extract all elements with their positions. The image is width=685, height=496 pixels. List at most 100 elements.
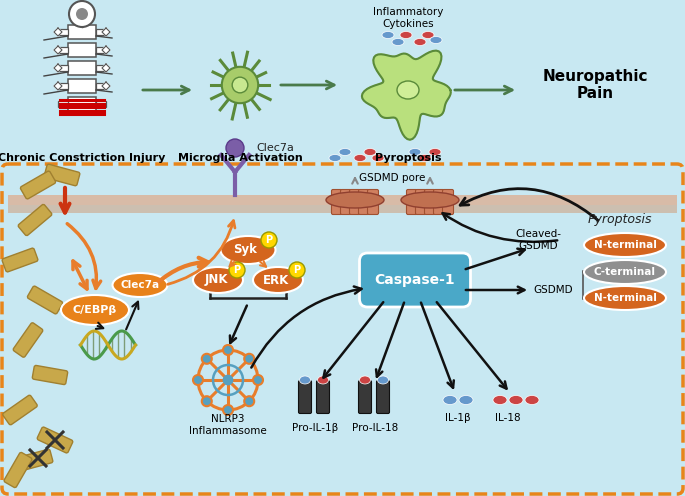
Bar bbox=[58, 65, 68, 71]
Bar bbox=[68, 97, 96, 111]
Circle shape bbox=[202, 396, 212, 406]
Ellipse shape bbox=[422, 32, 434, 39]
Ellipse shape bbox=[429, 148, 441, 156]
FancyBboxPatch shape bbox=[332, 189, 342, 214]
Bar bbox=[68, 61, 96, 75]
Text: Clec7a: Clec7a bbox=[121, 280, 160, 290]
Text: GSDMD pore: GSDMD pore bbox=[359, 173, 425, 183]
FancyBboxPatch shape bbox=[416, 189, 427, 214]
Text: N-terminal: N-terminal bbox=[594, 240, 656, 250]
Bar bbox=[96, 83, 106, 89]
FancyBboxPatch shape bbox=[377, 380, 390, 414]
Bar bbox=[58, 29, 68, 35]
FancyBboxPatch shape bbox=[13, 323, 42, 357]
Bar bbox=[58, 47, 68, 53]
Ellipse shape bbox=[409, 148, 421, 156]
Bar bbox=[96, 47, 106, 53]
Ellipse shape bbox=[400, 32, 412, 39]
Bar bbox=[68, 43, 96, 57]
Circle shape bbox=[193, 375, 203, 385]
Text: NLRP3
Inflammasome: NLRP3 Inflammasome bbox=[189, 414, 267, 436]
Ellipse shape bbox=[584, 233, 666, 257]
Text: IL-18: IL-18 bbox=[495, 413, 521, 423]
FancyBboxPatch shape bbox=[360, 253, 471, 307]
Text: JNK: JNK bbox=[204, 273, 227, 287]
FancyBboxPatch shape bbox=[316, 380, 329, 414]
Polygon shape bbox=[102, 46, 110, 54]
FancyBboxPatch shape bbox=[406, 189, 417, 214]
Circle shape bbox=[69, 1, 95, 27]
Text: P: P bbox=[265, 235, 273, 245]
Ellipse shape bbox=[261, 232, 277, 248]
FancyBboxPatch shape bbox=[2, 248, 38, 272]
FancyBboxPatch shape bbox=[425, 189, 436, 214]
Ellipse shape bbox=[289, 262, 305, 278]
FancyBboxPatch shape bbox=[358, 189, 369, 214]
FancyBboxPatch shape bbox=[27, 286, 62, 314]
Text: ERK: ERK bbox=[263, 273, 289, 287]
FancyBboxPatch shape bbox=[367, 189, 379, 214]
Ellipse shape bbox=[401, 192, 459, 208]
Text: P: P bbox=[293, 265, 301, 275]
Ellipse shape bbox=[372, 154, 384, 162]
FancyBboxPatch shape bbox=[349, 189, 360, 214]
Ellipse shape bbox=[354, 154, 366, 162]
Ellipse shape bbox=[459, 395, 473, 405]
Circle shape bbox=[253, 375, 263, 385]
Polygon shape bbox=[102, 82, 110, 90]
Text: Chronic Constriction Injury: Chronic Constriction Injury bbox=[0, 153, 166, 163]
Ellipse shape bbox=[397, 81, 419, 99]
Text: Neuropathic
Pain: Neuropathic Pain bbox=[543, 69, 648, 101]
Ellipse shape bbox=[584, 260, 666, 284]
Circle shape bbox=[223, 374, 234, 385]
Ellipse shape bbox=[377, 376, 388, 384]
Polygon shape bbox=[54, 28, 62, 36]
Ellipse shape bbox=[525, 395, 539, 405]
FancyBboxPatch shape bbox=[358, 380, 371, 414]
Circle shape bbox=[232, 77, 248, 93]
Ellipse shape bbox=[584, 286, 666, 310]
Text: Pyroptosis: Pyroptosis bbox=[375, 153, 441, 163]
Bar bbox=[68, 25, 96, 39]
Text: P: P bbox=[234, 265, 240, 275]
FancyBboxPatch shape bbox=[4, 452, 32, 488]
Circle shape bbox=[226, 139, 244, 157]
FancyBboxPatch shape bbox=[18, 204, 52, 236]
Ellipse shape bbox=[443, 395, 457, 405]
Circle shape bbox=[223, 345, 233, 355]
Ellipse shape bbox=[112, 273, 168, 297]
FancyBboxPatch shape bbox=[32, 366, 68, 384]
FancyBboxPatch shape bbox=[21, 171, 55, 199]
Text: C/EBPβ: C/EBPβ bbox=[73, 305, 117, 315]
Text: GSDMD: GSDMD bbox=[533, 285, 573, 295]
Polygon shape bbox=[102, 28, 110, 36]
Polygon shape bbox=[54, 82, 62, 90]
FancyBboxPatch shape bbox=[17, 449, 53, 471]
Ellipse shape bbox=[229, 262, 245, 278]
Text: Pro-IL-18: Pro-IL-18 bbox=[352, 423, 398, 433]
Ellipse shape bbox=[253, 267, 303, 293]
Bar bbox=[58, 101, 68, 107]
Ellipse shape bbox=[493, 395, 507, 405]
Ellipse shape bbox=[193, 267, 243, 293]
Text: Inflammatory
Cytokines: Inflammatory Cytokines bbox=[373, 7, 443, 29]
Circle shape bbox=[222, 67, 258, 103]
Circle shape bbox=[202, 354, 212, 364]
Ellipse shape bbox=[339, 148, 351, 156]
Ellipse shape bbox=[299, 376, 310, 384]
Text: Pyroptosis: Pyroptosis bbox=[588, 213, 652, 227]
Text: Microglia Activation: Microglia Activation bbox=[177, 153, 302, 163]
Text: Syk: Syk bbox=[233, 244, 257, 256]
FancyBboxPatch shape bbox=[340, 189, 351, 214]
Bar bbox=[68, 79, 96, 93]
Circle shape bbox=[76, 8, 88, 20]
Ellipse shape bbox=[360, 376, 371, 384]
FancyBboxPatch shape bbox=[44, 164, 80, 186]
Text: Cleaved-
GSDMD: Cleaved- GSDMD bbox=[515, 229, 561, 251]
Text: Clec7a: Clec7a bbox=[256, 143, 294, 153]
Text: IL-1β: IL-1β bbox=[445, 413, 471, 423]
Ellipse shape bbox=[509, 395, 523, 405]
Ellipse shape bbox=[318, 376, 329, 384]
Ellipse shape bbox=[414, 39, 426, 46]
Circle shape bbox=[245, 396, 254, 406]
